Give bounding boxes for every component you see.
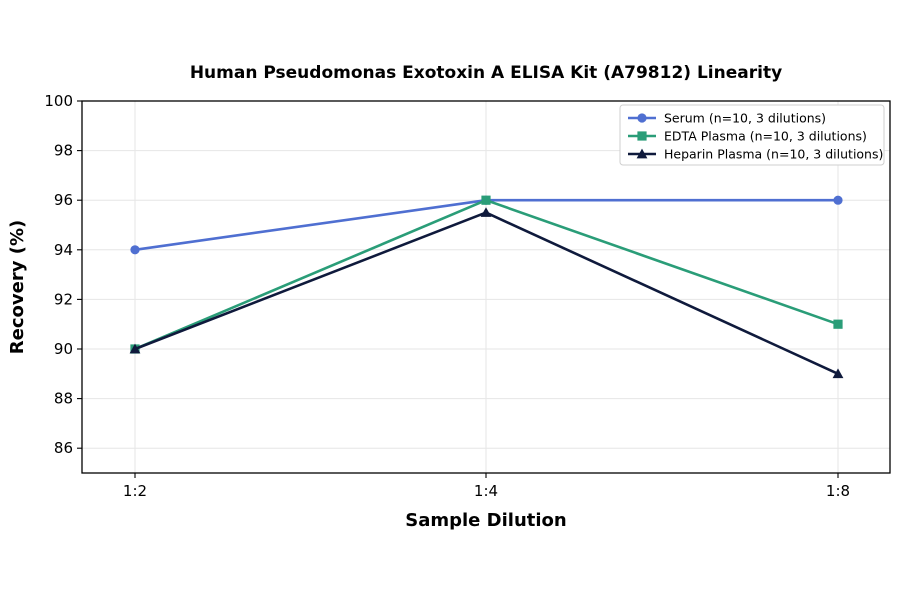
data-point-edta <box>481 195 491 205</box>
series-layer <box>129 195 844 379</box>
data-point-edta <box>833 319 843 329</box>
x-tick-label: 1:4 <box>474 482 498 500</box>
x-axis-label: Sample Dilution <box>405 510 566 531</box>
y-tick-label: 100 <box>44 92 73 110</box>
x-tick-label: 1:8 <box>826 482 850 500</box>
legend-swatch-marker <box>636 148 648 159</box>
chart-title: Human Pseudomonas Exotoxin A ELISA Kit (… <box>190 63 782 83</box>
data-point-serum <box>130 245 140 255</box>
legend-entry-edta: EDTA Plasma (n=10, 3 dilutions) <box>628 129 867 144</box>
legend: Serum (n=10, 3 dilutions) EDTA Plasma (n=… <box>619 104 885 166</box>
y-tick-label: 86 <box>54 439 73 457</box>
y-tick-label: 98 <box>54 142 73 160</box>
axis-ticks: 86 88 90 92 94 96 98 100 1:2 1:4 1:8 <box>44 92 850 500</box>
legend-label: Serum (n=10, 3 dilutions) <box>664 111 826 126</box>
legend-swatch-marker <box>637 131 647 141</box>
data-point-heparin <box>480 207 492 217</box>
x-tick-label: 1:2 <box>123 482 147 500</box>
data-point-heparin <box>129 343 141 354</box>
legend-swatch-marker <box>637 113 647 123</box>
y-axis-label: Recovery (%) <box>7 220 28 354</box>
legend-box <box>619 104 885 166</box>
y-tick-label: 94 <box>54 241 73 259</box>
legend-entry-heparin: Heparin Plasma (n=10, 3 dilutions) <box>628 147 883 162</box>
legend-entry-serum: Serum (n=10, 3 dilutions) <box>628 111 826 126</box>
series-heparin <box>129 207 844 379</box>
y-tick-label: 88 <box>54 390 73 408</box>
legend-label: Heparin Plasma (n=10, 3 dilutions) <box>664 147 883 162</box>
legend-label: EDTA Plasma (n=10, 3 dilutions) <box>664 129 867 144</box>
y-tick-label: 90 <box>54 340 73 358</box>
y-tick-label: 92 <box>54 290 73 308</box>
legend-items: Serum (n=10, 3 dilutions) EDTA Plasma (n=… <box>628 111 883 162</box>
data-point-heparin <box>832 368 844 379</box>
series-edta <box>130 195 843 354</box>
data-point-serum <box>833 195 843 205</box>
y-tick-label: 96 <box>54 191 73 209</box>
